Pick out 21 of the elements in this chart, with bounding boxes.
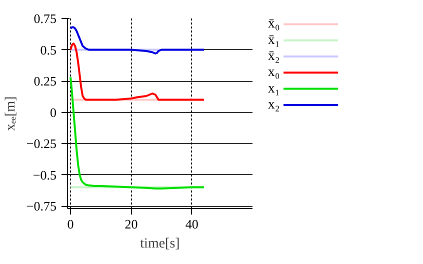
legend-label: x̄₂ [268,49,280,64]
x-tick-label: 40 [185,216,198,232]
legend-label: x₀ [268,65,280,80]
y-tick-label: −0.25 [26,136,57,151]
y-tick-label: 0.5 [40,42,56,58]
legend-label: x̄₀ [268,16,280,32]
y-tick-label: 0.25 [34,74,56,88]
legend-label: x̄₁ [268,32,280,48]
x-tick-label: 0 [67,216,74,232]
y-tick-label: 0 [50,104,56,120]
y-tick-label: −0.75 [26,198,57,214]
line-series [70,42,205,101]
legend-label: x₂ [268,97,280,112]
y-tick-label: 0.75 [34,11,56,26]
legend-label: x₁ [268,81,280,96]
line-series [70,26,205,54]
y-axis-title: xₑₑ[m] [3,96,18,131]
x-tick-label: 20 [124,216,138,232]
y-tick-label: −0.5 [32,167,57,182]
line-series [70,76,205,190]
x-axis-title: time[s] [140,236,180,252]
